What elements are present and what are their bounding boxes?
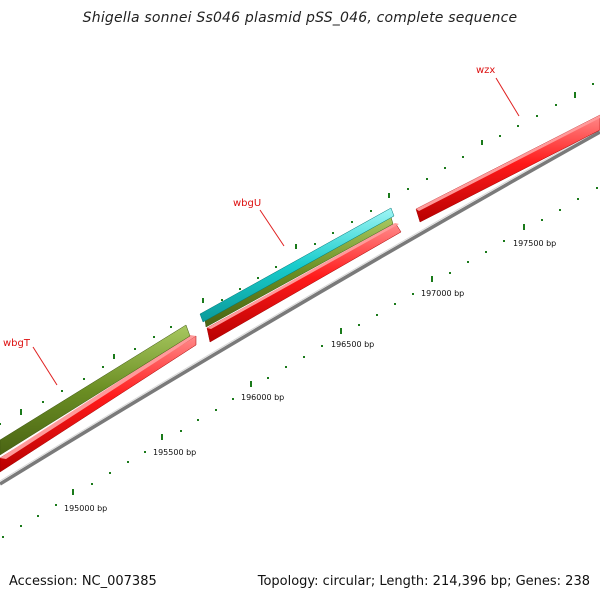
bp-label-197500: 197500 bp [513,239,556,248]
topology-text: Topology: circular; Length: 214,396 bp; … [257,574,590,589]
gene-wbgU-green [204,216,394,328]
gene-label-wbgU: wbgU [233,198,261,209]
callout-line-wbgT [32,346,58,386]
bp-label-197000: 197000 bp [421,289,464,298]
gene-wbgT-green [0,324,191,456]
gene-wbgU-red [206,223,402,343]
bp-label-196000: 196000 bp [241,393,284,402]
gene-label-wzx: wzx [476,65,495,76]
bp-label-195000: 195000 bp [64,504,107,513]
map-title: Shigella sonnei Ss046 plasmid pSS_046, c… [82,10,518,26]
callout-line-wbgU [259,209,285,247]
outer-tick-row [0,83,594,425]
inner-tick-row [2,187,598,538]
gene-wbgU-red-top [207,223,399,329]
callout-line-wzx [495,77,520,117]
sequence-backbone-highlight [0,128,600,482]
gene-wbgU-cyan [199,207,395,323]
gene-label-wbgT: wbgT [3,338,31,349]
gene-wbgT-red-top [0,335,196,459]
sequence-backbone [0,130,600,486]
bp-label-195500: 195500 bp [153,448,196,457]
bp-label-196500: 196500 bp [331,340,374,349]
gene-wzx-red-top [416,115,600,211]
accession-text: Accession: NC_007385 [9,574,157,589]
